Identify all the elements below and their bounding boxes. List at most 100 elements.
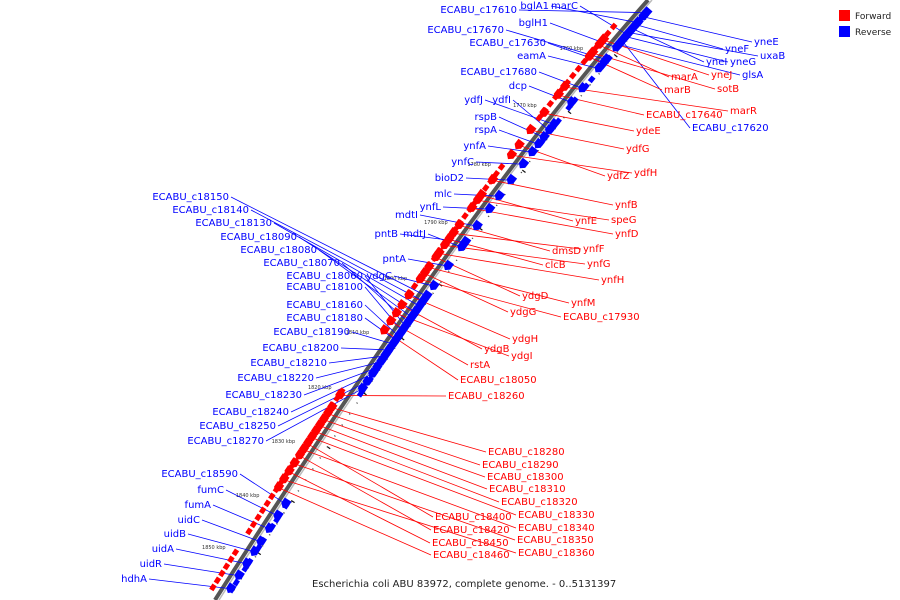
- gene-label[interactable]: ydgD: [522, 291, 549, 302]
- forward-gene-feature[interactable]: [397, 299, 408, 310]
- gene-label[interactable]: rspA: [474, 125, 497, 136]
- reverse-gene-feature[interactable]: [443, 259, 454, 271]
- gene-label[interactable]: ynfL: [420, 202, 442, 213]
- gene-label[interactable]: ydfG: [626, 144, 650, 155]
- gene-label[interactable]: ECABU_c18200: [262, 343, 339, 354]
- reverse-gene-feature[interactable]: [376, 355, 387, 367]
- gene-label[interactable]: ydfJ: [464, 95, 483, 106]
- gene-label[interactable]: ECABU_c18260: [448, 391, 525, 402]
- gene-label[interactable]: uidR: [140, 559, 162, 570]
- forward-gene-feature[interactable]: [526, 123, 537, 135]
- gene-label[interactable]: bglA1: [520, 1, 549, 12]
- reverse-gene-feature[interactable]: [518, 157, 530, 169]
- gene-label[interactable]: dcp: [509, 81, 527, 92]
- gene-label[interactable]: mdtJ: [403, 229, 426, 240]
- gene-label[interactable]: ECABU_c18270: [187, 436, 264, 447]
- gene-label[interactable]: ECABU_c18460: [433, 550, 510, 561]
- gene-label[interactable]: ydeE: [636, 126, 661, 137]
- reverse-gene-feature[interactable]: [234, 569, 245, 580]
- gene-label[interactable]: hdhA: [121, 574, 147, 585]
- gene-label[interactable]: speG: [611, 215, 636, 226]
- gene-label[interactable]: ECABU_c18150: [152, 192, 229, 203]
- forward-gene-feature[interactable]: [391, 307, 403, 318]
- gene-label[interactable]: marC: [551, 1, 578, 12]
- gene-label[interactable]: ydgG: [510, 307, 536, 318]
- gene-label[interactable]: ECABU_c18290: [482, 460, 559, 471]
- gene-label[interactable]: glsA: [742, 70, 763, 81]
- gene-label[interactable]: ECABU_c17620: [692, 123, 769, 134]
- gene-label[interactable]: ECABU_c18140: [172, 205, 249, 216]
- gene-label[interactable]: yneI: [706, 57, 727, 68]
- gene-label[interactable]: ynfC: [451, 157, 474, 168]
- reverse-gene-feature[interactable]: [485, 202, 496, 214]
- gene-label[interactable]: yneG: [730, 57, 756, 68]
- reverse-gene-feature[interactable]: [528, 145, 539, 157]
- forward-gene-feature[interactable]: [514, 138, 525, 150]
- gene-label[interactable]: uidC: [178, 515, 200, 526]
- reverse-gene-feature[interactable]: [457, 240, 468, 252]
- gene-label[interactable]: ydfZ: [607, 171, 630, 182]
- gene-label[interactable]: ynfF: [583, 244, 605, 255]
- forward-gene-feature[interactable]: [506, 148, 518, 160]
- gene-label[interactable]: ynfG: [587, 259, 611, 270]
- gene-label[interactable]: yneE: [754, 37, 779, 48]
- gene-label[interactable]: sotB: [717, 84, 739, 95]
- gene-label[interactable]: mlc: [434, 189, 452, 200]
- reverse-gene-feature[interactable]: [388, 337, 400, 349]
- gene-label[interactable]: ynfM: [571, 298, 595, 309]
- gene-label[interactable]: ECABU_c18160: [286, 300, 363, 311]
- gene-label[interactable]: ECABU_c18090: [220, 232, 297, 243]
- gene-label[interactable]: ECABU_c18100: [286, 282, 363, 293]
- gene-label[interactable]: ECABU_c17610: [440, 5, 517, 16]
- gene-label[interactable]: ECABU_c18210: [250, 358, 327, 369]
- reverse-gene-feature[interactable]: [250, 545, 261, 556]
- gene-label[interactable]: dmsD: [552, 246, 581, 257]
- gene-label[interactable]: ydfI: [492, 95, 511, 106]
- gene-label[interactable]: ydgI: [511, 351, 533, 362]
- reverse-gene-feature[interactable]: [506, 173, 518, 185]
- gene-label[interactable]: ECABU_c18250: [199, 421, 276, 432]
- gene-label[interactable]: ECABU_c18130: [195, 218, 272, 229]
- gene-label[interactable]: rspB: [474, 112, 497, 123]
- gene-label[interactable]: ECABU_c18400: [435, 512, 512, 523]
- reverse-gene-feature[interactable]: [472, 219, 483, 231]
- gene-label[interactable]: fumA: [185, 500, 212, 511]
- gene-label[interactable]: ECABU_c18230: [225, 390, 302, 401]
- gene-label[interactable]: ECABU_c17930: [563, 312, 640, 323]
- gene-label[interactable]: ECABU_c18280: [488, 447, 565, 458]
- reverse-gene-feature[interactable]: [429, 279, 440, 291]
- gene-label[interactable]: marA: [671, 72, 698, 83]
- gene-label[interactable]: uxaB: [760, 51, 785, 62]
- gene-label[interactable]: uidA: [152, 544, 174, 555]
- gene-label[interactable]: ydgB: [484, 344, 510, 355]
- gene-label[interactable]: ECABU_c18060: [286, 271, 363, 282]
- gene-label[interactable]: ynfD: [615, 229, 639, 240]
- gene-label[interactable]: ECABU_c18240: [212, 407, 289, 418]
- gene-label[interactable]: ynfE: [575, 216, 597, 227]
- gene-label[interactable]: ECABU_c18180: [286, 313, 363, 324]
- gene-label[interactable]: eamA: [517, 51, 546, 62]
- gene-label[interactable]: ECABU_c18220: [237, 373, 314, 384]
- gene-label[interactable]: bioD2: [435, 173, 464, 184]
- gene-label[interactable]: ECABU_c18590: [161, 469, 238, 480]
- gene-label[interactable]: ECABU_c18050: [460, 375, 537, 386]
- gene-label[interactable]: pntB: [375, 229, 399, 240]
- gene-label[interactable]: uidB: [164, 529, 186, 540]
- gene-label[interactable]: ECABU_c18310: [489, 484, 566, 495]
- gene-label[interactable]: ECABU_c18450: [432, 538, 509, 549]
- reverse-gene-feature[interactable]: [628, 22, 639, 33]
- gene-label[interactable]: marB: [664, 85, 691, 96]
- gene-label[interactable]: ECABU_c18330: [518, 510, 595, 521]
- gene-label[interactable]: ECABU_c17640: [646, 110, 723, 121]
- reverse-gene-feature[interactable]: [539, 130, 550, 142]
- gene-label[interactable]: ynfH: [601, 275, 624, 286]
- gene-label[interactable]: clcB: [545, 260, 566, 271]
- gene-label[interactable]: ECABU_c18350: [517, 535, 594, 546]
- gene-label[interactable]: yneF: [725, 44, 749, 55]
- gene-label[interactable]: ECABU_c18420: [433, 525, 510, 536]
- reverse-gene-feature[interactable]: [594, 62, 605, 73]
- gene-label[interactable]: fumC: [197, 485, 224, 496]
- gene-label[interactable]: pntA: [383, 254, 407, 265]
- gene-label[interactable]: yneJ: [711, 70, 732, 81]
- gene-label[interactable]: ECABU_c18190: [273, 327, 350, 338]
